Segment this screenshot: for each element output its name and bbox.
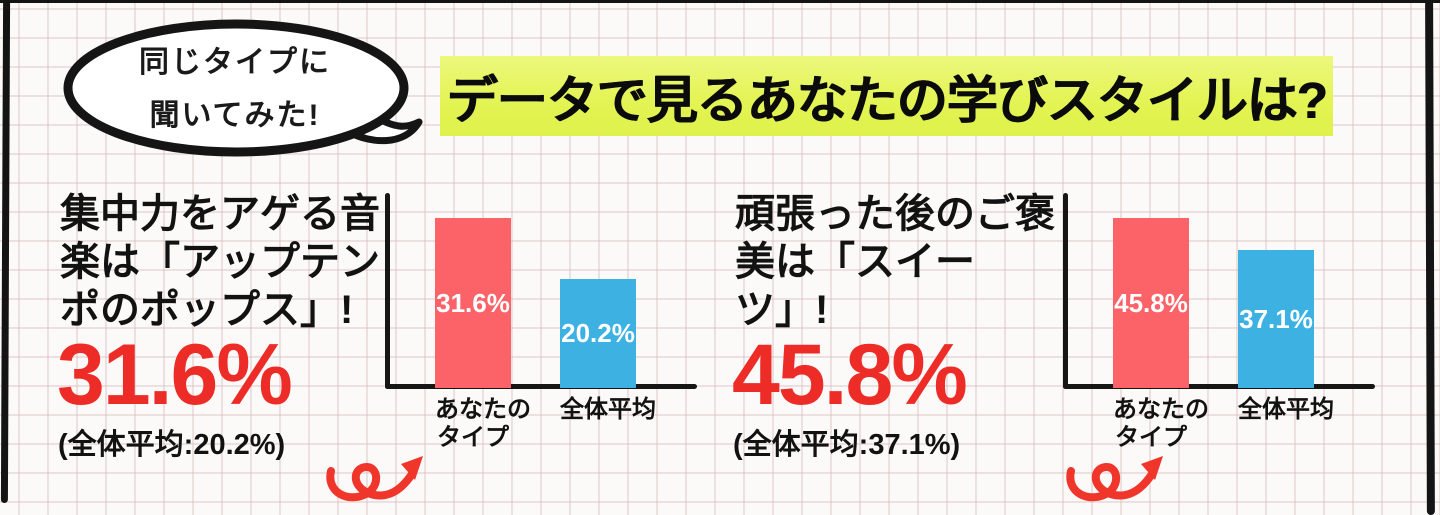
x-axis [1063, 384, 1375, 389]
bar-value-label: 37.1% [1239, 303, 1313, 334]
x-axis [385, 384, 697, 389]
average-note-sweets: (全体平均:37.1%) [733, 429, 961, 461]
bar-value-label: 45.8% [1114, 287, 1188, 318]
squiggle-arrow-icon [326, 456, 423, 502]
heading-line: ツ」! [735, 288, 829, 332]
frame-border-left [0, 0, 11, 504]
x-tick-overall-average: 全体平均 [1238, 396, 1334, 423]
heading-line: 美は「スイー [735, 240, 975, 284]
speech-bubble-outline [63, 19, 423, 157]
squiggle-arrow-icon [1066, 456, 1163, 502]
bar-value-label: 31.6% [436, 287, 510, 318]
section-sweets-heading: 頑張った後のご褒 美は「スイー ツ」! [735, 190, 1080, 334]
heading-line: 頑張った後のご褒 [735, 192, 1055, 236]
y-axis [385, 193, 390, 389]
section-music-heading: 集中力をアゲる音 楽は「アップテン ポのポップス」! [60, 190, 405, 334]
frame-border-top [0, 0, 1440, 3]
heading-line: 楽は「アップテン [60, 240, 380, 284]
speech-bubble-line1: 同じタイプに [139, 46, 331, 79]
bar-value-label: 20.2% [561, 318, 635, 348]
bar-chart-music: 31.6% 20.2% あなたの タイプ 全体平均 [385, 193, 700, 455]
bar-overall-average: 37.1% [1238, 250, 1314, 388]
big-percentage-sweets: 45.8% [732, 327, 968, 423]
y-axis [1063, 193, 1068, 389]
average-note-music: (全体平均:20.2%) [58, 429, 286, 461]
bar-your-type: 31.6% [435, 218, 511, 388]
heading-line: 集中力をアゲる音 [60, 192, 380, 236]
x-tick-your-type: あなたの タイプ [435, 396, 531, 451]
bar-your-type: 45.8% [1113, 218, 1189, 388]
bar-chart-sweets: 45.8% 37.1% あなたの タイプ 全体平均 [1063, 193, 1378, 455]
frame-border-right [1425, 0, 1435, 515]
page-title: データで見るあなたの学びスタイルは? [440, 56, 1333, 136]
speech-bubble-text: 同じタイプに 聞いてみた! [95, 44, 375, 134]
bar-overall-average: 20.2% [560, 279, 636, 388]
big-percentage-music: 31.6% [57, 327, 293, 423]
speech-bubble-line2: 聞いてみた! [149, 98, 321, 132]
x-tick-overall-average: 全体平均 [560, 396, 656, 423]
heading-line: ポのポップス」! [60, 288, 354, 332]
x-tick-your-type: あなたの タイプ [1113, 396, 1209, 451]
